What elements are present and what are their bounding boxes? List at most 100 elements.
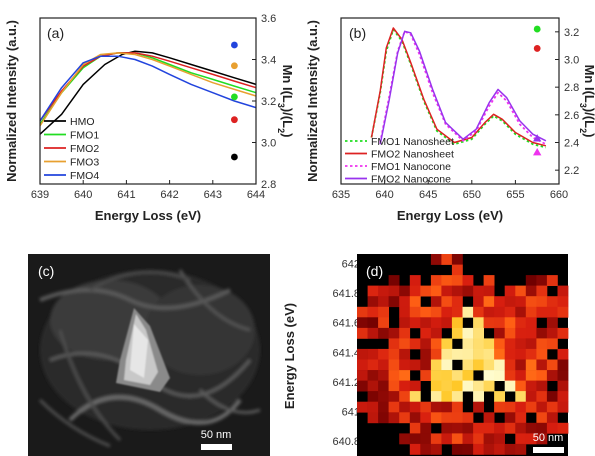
heatmap-cell — [525, 380, 537, 392]
heatmap-cell — [420, 359, 432, 371]
legend-label: HMO — [70, 116, 95, 128]
heatmap-cell — [504, 348, 516, 360]
x-tick-label: 642 — [160, 189, 178, 201]
heatmap-cell — [399, 359, 411, 371]
heatmap-cell — [494, 401, 505, 413]
heatmap-cell — [473, 327, 484, 339]
panel-a-curves — [39, 50, 257, 135]
panel-a-x-axis-title: Energy Loss (eV) — [95, 208, 201, 223]
heatmap-cell — [451, 254, 463, 265]
heatmap-cell — [451, 443, 463, 455]
y2-tick-label: 3.0 — [261, 138, 276, 150]
x-tick-label: 655 — [506, 189, 524, 201]
heatmap-cell — [441, 275, 453, 286]
legend-label: FMO2 Nanosheet — [371, 149, 454, 161]
heatmap-cell — [378, 285, 389, 297]
heatmap-cell — [430, 296, 442, 308]
ratio-marker — [231, 41, 238, 49]
heatmap-cell — [525, 327, 537, 339]
heatmap-cell — [483, 370, 495, 381]
heatmap-cell — [441, 359, 453, 371]
heatmap-cell — [504, 306, 516, 318]
legend-label: FMO1 Nanosheet — [371, 136, 454, 148]
heatmap-cell — [536, 275, 548, 286]
colorbar-title: Energy Loss (eV) — [282, 303, 297, 409]
heatmap-cell — [430, 285, 442, 297]
heatmap-cell — [357, 380, 368, 392]
heatmap-cell — [462, 306, 474, 318]
stem-scale-bar — [201, 444, 232, 450]
heatmap-cells — [357, 254, 569, 455]
heatmap-cell — [515, 370, 527, 381]
heatmap-cell — [441, 285, 453, 297]
heatmap-cell — [483, 422, 495, 434]
heatmap-cell — [536, 306, 548, 318]
heatmap-cell — [504, 380, 516, 392]
heatmap-cell — [483, 443, 495, 455]
heatmap-cell — [557, 380, 569, 392]
heatmap-cell — [451, 412, 463, 424]
heatmap-cell — [420, 327, 432, 339]
heatmap-cell — [441, 348, 453, 360]
series-line — [39, 52, 257, 125]
heatmap-cell — [494, 443, 505, 455]
stem-scale-bar-label: 50 nm — [201, 429, 232, 441]
heatmap-cell — [494, 370, 505, 381]
heatmap-cell — [462, 433, 474, 445]
heatmap-cell — [451, 433, 463, 445]
heatmap-cell — [546, 359, 558, 371]
heatmap-cell — [388, 348, 400, 360]
heatmap-cell — [504, 296, 516, 308]
heatmap-cell — [504, 327, 516, 339]
heatmap-cell — [357, 348, 368, 360]
heatmap-cell — [546, 401, 558, 413]
heatmap-cell — [388, 401, 400, 413]
legend-label: FMO2 Nanocone — [371, 174, 451, 186]
heatmap-cell — [420, 317, 432, 329]
heatmap-cell — [504, 285, 516, 297]
series-line — [379, 30, 547, 146]
heatmap-cell — [462, 348, 474, 360]
panel-b-curves — [370, 27, 547, 149]
heatmap-cell — [546, 306, 558, 318]
heatmap-cell — [357, 359, 368, 371]
heatmap-cell — [451, 264, 463, 276]
panel-b-ratio-markers — [533, 25, 542, 156]
heatmap-cell — [525, 275, 537, 286]
heatmap-cell — [546, 327, 558, 339]
heatmap-cell — [441, 433, 453, 445]
panel-b-y2-axis-title: Mn I(L3)/(L2) — [578, 65, 595, 138]
heatmap-cell — [388, 285, 400, 297]
heatmap-cell — [557, 348, 569, 360]
heatmap-cell — [483, 433, 495, 445]
heatmap-cell — [399, 296, 411, 308]
heatmap-cell — [367, 412, 379, 424]
heatmap-cell — [430, 338, 442, 350]
heatmap-cell — [430, 359, 442, 371]
x-tick-label: 639 — [31, 189, 49, 201]
heatmap-cell — [504, 359, 516, 371]
heatmap-cell — [515, 296, 527, 308]
heatmap-cell — [378, 359, 389, 371]
heatmap-cell — [388, 296, 400, 308]
heatmap-cell — [451, 296, 463, 308]
heatmap-cell — [515, 306, 527, 318]
heatmap-cell — [536, 296, 548, 308]
heatmap-cell — [409, 401, 421, 413]
heatmap-cell — [430, 370, 442, 381]
heatmap-cell — [451, 370, 463, 381]
heatmap-cell — [357, 306, 368, 318]
heatmap-cell — [388, 380, 400, 392]
heatmap-cell — [430, 254, 442, 265]
heatmap-cell — [409, 433, 421, 445]
heatmap-label: (d) — [366, 263, 383, 279]
heatmap-cell — [473, 317, 484, 329]
y2-tick-label: 3.6 — [261, 13, 276, 25]
panel-a-label: (a) — [47, 25, 64, 41]
heatmap-cell — [525, 359, 537, 371]
colorbar-tick-label: 641.8 — [332, 288, 360, 300]
heatmap-cell — [504, 401, 516, 413]
x-tick-label: 660 — [550, 189, 568, 201]
ratio-marker — [231, 93, 238, 101]
panel-a-y2-ticks: 2.8 3.0 3.2 3.4 3.6 — [252, 13, 276, 191]
